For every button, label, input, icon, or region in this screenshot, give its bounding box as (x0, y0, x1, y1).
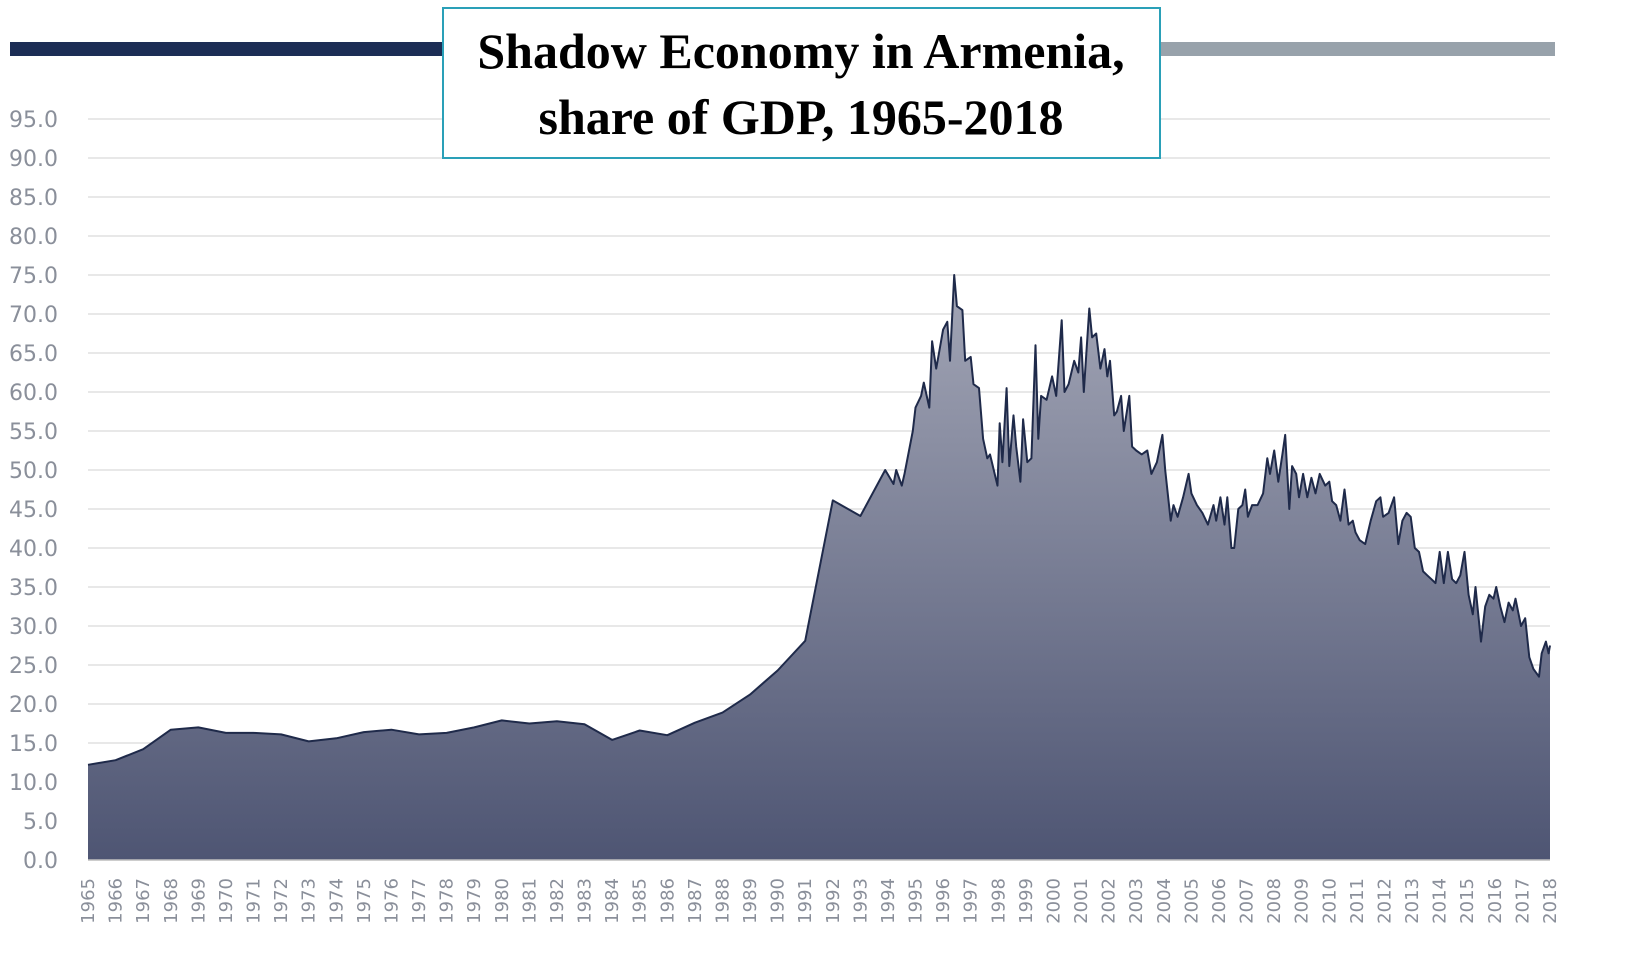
x-tick-label: 2012 (1374, 878, 1395, 924)
y-tick-label: 90.0 (9, 147, 58, 172)
x-tick-label: 1985 (630, 878, 651, 924)
x-tick-label: 1975 (354, 878, 375, 924)
y-tick-label: 95.0 (9, 108, 58, 133)
y-tick-label: 20.0 (9, 693, 58, 718)
y-tick-label: 50.0 (9, 459, 58, 484)
x-tick-label: 1979 (464, 878, 485, 924)
y-tick-label: 25.0 (9, 654, 58, 679)
x-tick-label: 2007 (1237, 878, 1258, 924)
x-tick-label: 1992 (823, 878, 844, 924)
x-tick-label: 1978 (437, 878, 458, 924)
y-tick-label: 40.0 (9, 537, 58, 562)
x-tick-label: 2015 (1457, 878, 1478, 924)
x-tick-label: 2000 (1043, 878, 1064, 924)
x-tick-label: 2005 (1181, 878, 1202, 924)
y-tick-label: 0.0 (23, 849, 58, 874)
y-tick-label: 15.0 (9, 732, 58, 757)
y-tick-label: 30.0 (9, 615, 58, 640)
x-tick-label: 2008 (1264, 878, 1285, 924)
y-tick-label: 10.0 (9, 771, 58, 796)
line (87, 274, 1551, 766)
x-tick-label: 1972 (271, 878, 292, 924)
x-tick-label: 1986 (657, 878, 678, 924)
x-tick-label: 2002 (1099, 878, 1120, 924)
x-tick-label: 1995 (906, 878, 927, 924)
x-tick-label: 1965 (78, 878, 99, 924)
x-tick-label: 1970 (216, 878, 237, 924)
header-bar (1160, 42, 1555, 56)
x-tick-label: 1982 (547, 878, 568, 924)
chart-title: Shadow Economy in Armenia, (477, 23, 1124, 79)
x-tick-label: 2016 (1485, 878, 1506, 924)
x-tick-label: 1973 (299, 878, 320, 924)
x-tick-label: 2006 (1209, 878, 1230, 924)
x-tick-label: 2010 (1319, 878, 1340, 924)
x-tick-label: 1990 (768, 878, 789, 924)
x-tick-label: 1983 (575, 878, 596, 924)
y-tick-label: 75.0 (9, 264, 58, 289)
x-tick-label: 1987 (685, 878, 706, 924)
x-tick-label: 1996 (933, 878, 954, 924)
x-tick-label: 1966 (106, 878, 127, 924)
x-tick-label: 2001 (1071, 878, 1092, 924)
header-bar (10, 42, 445, 56)
x-tick-label: 1997 (961, 878, 982, 924)
y-tick-label: 55.0 (9, 420, 58, 445)
x-tick-label: 2013 (1402, 878, 1423, 924)
y-tick-label: 45.0 (9, 498, 58, 523)
y-tick-label: 35.0 (9, 576, 58, 601)
title-box (442, 7, 1161, 159)
x-tick-label: 2018 (1540, 878, 1561, 924)
x-tick-label: 1971 (244, 878, 265, 924)
x-tick-label: 1969 (188, 878, 209, 924)
x-tick-label: 2017 (1512, 878, 1533, 924)
x-tick-label: 1994 (878, 878, 899, 924)
y-tick-label: 65.0 (9, 342, 58, 367)
y-tick-label: 80.0 (9, 225, 58, 250)
x-tick-label: 1984 (602, 878, 623, 924)
x-tick-label: 2014 (1430, 878, 1451, 924)
y-tick-label: 85.0 (9, 186, 58, 211)
x-tick-label: 1980 (492, 878, 513, 924)
x-tick-label: 1967 (133, 878, 154, 924)
chart-title: share of GDP, 1965-2018 (539, 89, 1064, 145)
y-tick-label: 5.0 (23, 810, 58, 835)
x-tick-label: 1991 (795, 878, 816, 924)
x-tick-label: 1988 (712, 878, 733, 924)
x-tick-label: 2004 (1154, 878, 1175, 924)
y-tick-label: 70.0 (9, 303, 58, 328)
x-tick-label: 1998 (988, 878, 1009, 924)
area (88, 275, 1550, 860)
x-tick-label: 1993 (850, 878, 871, 924)
x-tick-label: 1989 (740, 878, 761, 924)
x-tick-label: 1977 (409, 878, 430, 924)
x-tick-label: 1974 (326, 878, 347, 924)
x-tick-label: 2011 (1347, 878, 1368, 924)
x-tick-label: 1981 (519, 878, 540, 924)
x-tick-label: 1968 (161, 878, 182, 924)
x-tick-label: 1999 (1016, 878, 1037, 924)
x-tick-label: 1976 (381, 878, 402, 924)
y-tick-label: 60.0 (9, 381, 58, 406)
x-tick-label: 2003 (1126, 878, 1147, 924)
x-tick-label: 2009 (1292, 878, 1313, 924)
